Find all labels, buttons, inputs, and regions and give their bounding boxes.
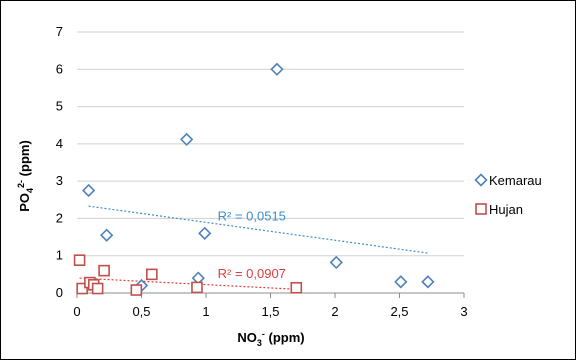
x-axis-title: NO3- (ppm): [237, 329, 304, 348]
gridlines: [77, 31, 464, 294]
y-tick-label: 3: [56, 173, 63, 188]
x-tick-label: 1,5: [261, 304, 279, 319]
kemarau-point: [198, 226, 212, 240]
kemarau-point: [180, 132, 194, 147]
kemarau-point: [329, 255, 343, 270]
y-tick-label: 5: [56, 99, 63, 114]
y-tick-label: 1: [56, 248, 63, 263]
hujan-point: [290, 281, 303, 294]
hujan-point: [191, 281, 203, 294]
hujan-point: [91, 282, 104, 295]
hujan-legend-marker: [475, 203, 487, 215]
trendlines: [79, 205, 428, 290]
y-axis-title: PO42- (ppm): [16, 140, 35, 212]
x-tick-label: 1: [202, 304, 209, 319]
kemarau-point: [421, 275, 435, 289]
kemarau-legend-marker: [474, 173, 488, 187]
hujan-r2-label: R² = 0,0907: [218, 266, 286, 281]
x-tick-label: 3: [460, 304, 467, 319]
hujan-point: [98, 264, 110, 277]
x-tick-label: 0,5: [132, 304, 150, 319]
y-tick-label: 4: [56, 136, 63, 151]
x-tick-label: 2: [331, 304, 338, 319]
x-tick-label: 2,5: [390, 304, 408, 319]
hujan-point: [76, 282, 88, 295]
r2-labels: R² = 0,0515 R² = 0,0907: [218, 208, 286, 281]
kemarau-legend-label: Kemarau: [489, 173, 542, 188]
y-tick-label: 2: [56, 210, 63, 225]
hujan-legend-label: Hujan: [489, 202, 523, 217]
y-tick-labels: 0 1 2 3 4 5 6 7: [56, 24, 63, 300]
kemarau-point: [270, 62, 284, 76]
hujan-point: [130, 284, 143, 296]
kemarau-point: [81, 183, 96, 198]
data-points: [73, 62, 435, 296]
kemarau-r2-label: R² = 0,0515: [218, 208, 286, 223]
y-tick-label: 7: [56, 24, 63, 39]
x-tick-labels: 0 0,5 1 1,5 2 2,5 3: [73, 293, 468, 319]
y-tick-label: 6: [56, 61, 63, 76]
hujan-trendline: [79, 277, 297, 290]
x-tick-label: 0: [73, 304, 80, 319]
kemarau-trendline: [88, 205, 428, 254]
hujan-point: [146, 268, 158, 281]
y-tick-label: 0: [56, 285, 63, 300]
kemarau-point: [394, 275, 408, 289]
kemarau-point: [100, 228, 114, 242]
hujan-point: [73, 254, 86, 266]
legend: Kemarau Hujan: [474, 173, 542, 217]
